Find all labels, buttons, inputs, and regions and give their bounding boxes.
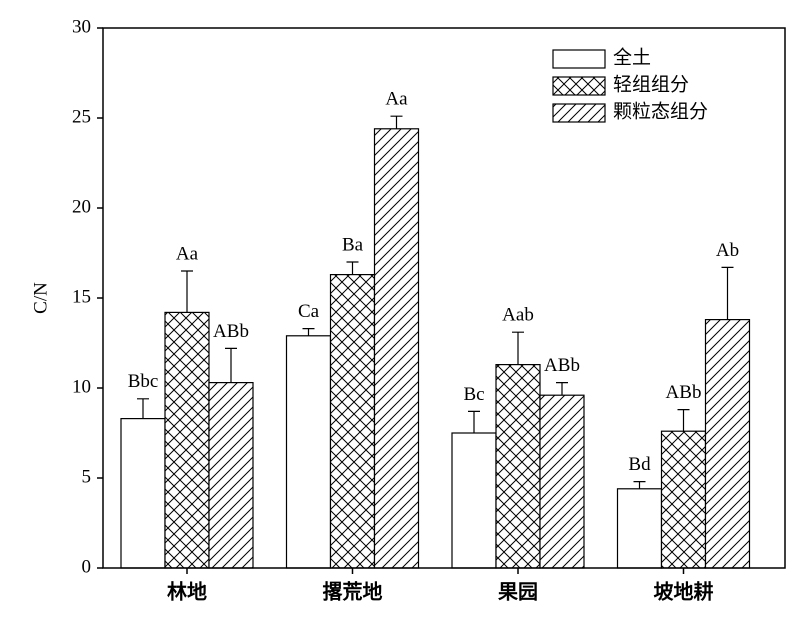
error-bar — [225, 347, 237, 383]
bar — [704, 319, 751, 569]
bar-annotation: Ca — [298, 301, 320, 322]
legend-swatch — [552, 103, 606, 123]
legend-swatch — [552, 49, 606, 69]
error-bar — [556, 382, 568, 396]
bar-annotation: Aab — [502, 305, 534, 326]
bar-annotation: Bbc — [128, 371, 159, 392]
x-tick-label: 林地 — [167, 580, 207, 604]
error-bar — [346, 261, 359, 275]
legend-label: 颗粒态组分 — [613, 100, 708, 122]
y-tick-label: 0 — [82, 556, 92, 577]
y-tick-label: 30 — [72, 16, 91, 37]
bar — [208, 382, 254, 569]
bar-annotation: ABb — [213, 321, 249, 342]
error-bar — [302, 328, 315, 336]
x-tick-label: 撂荒地 — [323, 580, 383, 604]
bar — [164, 311, 210, 569]
error-bar — [633, 481, 646, 489]
bar — [660, 430, 707, 569]
plot-frame — [102, 27, 786, 569]
bar-annotation: ABb — [666, 382, 702, 403]
x-tick-label: 坡地耕 — [654, 581, 714, 604]
legend-label: 轻组组分 — [613, 73, 689, 95]
legend-swatch — [552, 76, 606, 96]
y-axis-label: C/N — [30, 282, 51, 314]
bar — [539, 394, 585, 569]
error-bar — [390, 115, 403, 129]
bar — [285, 335, 332, 569]
bar-annotation: Bc — [463, 384, 484, 405]
error-bar — [677, 409, 690, 432]
x-tick-label: 果园 — [498, 582, 538, 604]
bar-annotation: Aa — [176, 243, 199, 264]
bar-annotation: Ba — [342, 234, 364, 255]
bar-annotation: Ab — [716, 240, 739, 261]
bar-annotation: ABb — [544, 355, 580, 376]
bar-annotation: Bd — [628, 454, 651, 475]
error-bar — [721, 266, 734, 320]
error-bar — [137, 398, 149, 419]
y-tick-label: 20 — [72, 196, 91, 217]
bar — [329, 274, 376, 569]
bar — [120, 418, 166, 569]
bar — [451, 432, 497, 569]
error-bar — [468, 410, 480, 433]
legend-label: 全土 — [613, 46, 651, 68]
y-tick-label: 25 — [72, 106, 91, 127]
y-tick-label: 15 — [72, 286, 91, 307]
bar — [495, 364, 541, 569]
bar — [616, 488, 663, 569]
bar-annotation: Aa — [385, 89, 408, 110]
error-bar — [512, 331, 524, 365]
bar — [373, 128, 420, 569]
error-bar — [181, 270, 193, 313]
y-tick-label: 10 — [72, 376, 91, 397]
y-tick-label: 5 — [82, 466, 92, 487]
